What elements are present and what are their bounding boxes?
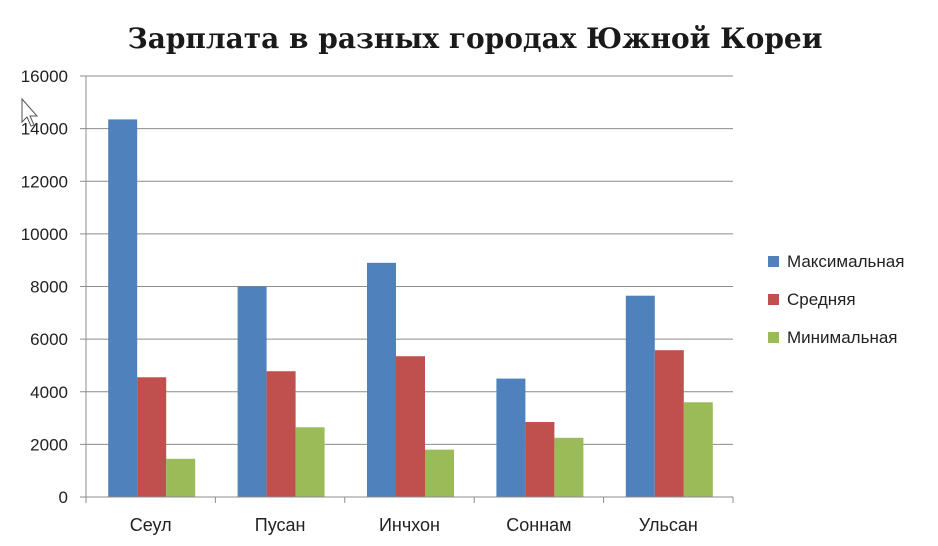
bar: [625, 295, 655, 497]
x-tick-label: Соннам: [506, 515, 571, 535]
legend-label: Минимальная: [787, 328, 898, 347]
y-tick-label: 12000: [21, 172, 68, 191]
bar: [237, 286, 267, 497]
chart-title: Зарплата в разных городах Южной Кореи: [128, 22, 823, 55]
gridlines: [86, 75, 733, 445]
x-tick-label: Пусан: [255, 515, 306, 535]
legend-label: Средняя: [787, 290, 856, 309]
bar: [425, 449, 454, 497]
bar: [295, 427, 325, 497]
y-tick-label: 8000: [30, 278, 68, 297]
y-tick-label: 0: [59, 488, 68, 507]
legend-swatch: [768, 332, 779, 343]
y-tick-label: 6000: [30, 330, 68, 349]
cursor-arrow-icon: [21, 97, 39, 127]
bar: [554, 437, 584, 497]
bar: [496, 378, 526, 497]
y-tick-label: 2000: [30, 435, 68, 454]
y-tick-label: 4000: [30, 383, 68, 402]
bar: [367, 262, 396, 497]
bar: [683, 402, 713, 497]
y-tick-label: 14000: [21, 120, 68, 139]
legend: Максимальная Средняя Минимальная: [768, 252, 904, 347]
bar: [396, 356, 425, 497]
bars: [108, 119, 713, 498]
legend-swatch: [768, 294, 779, 305]
bar: [654, 350, 684, 497]
y-tick-label: 10000: [21, 225, 68, 244]
legend-label: Максимальная: [787, 252, 904, 271]
x-tick-label: Сеул: [130, 515, 172, 535]
axes: 0 2000 4000 6000 8000 10000 12000 14000 16000 Сеу…: [21, 67, 734, 535]
y-tick-label: 16000: [21, 67, 68, 86]
bar: [137, 377, 167, 497]
legend-swatch: [768, 256, 779, 267]
bar: [525, 422, 555, 497]
bar: [108, 119, 138, 498]
bar: [166, 458, 196, 497]
x-tick-label: Ульсан: [639, 515, 698, 535]
x-tick-label: Инчхон: [379, 515, 440, 535]
bar: [266, 371, 296, 497]
